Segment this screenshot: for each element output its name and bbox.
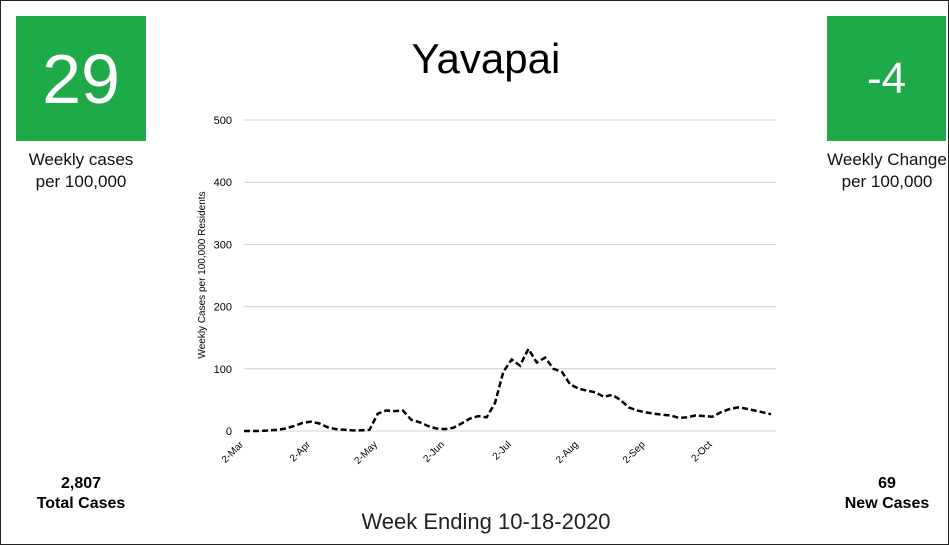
weekly-rate-caption: Weekly cases per 100,000 [28,150,134,191]
x-tick-label: 2-Sep [621,439,648,466]
x-tick-label: 2-Jul [491,439,514,462]
weekly-change: -4 [866,53,907,103]
weekly-rate: 29 [42,39,120,118]
x-tick-label: 2-Aug [554,439,581,466]
x-tick-label: 2-Apr [288,439,314,465]
y-tick-label: 300 [214,239,232,251]
x-tick-label: 2-Oct [689,439,714,464]
weekly-rate-box: 29 [16,16,146,141]
y-tick-label: 400 [214,177,232,189]
new-cases: 69 [878,475,896,492]
weekly-change-box: -4 [827,16,946,141]
x-axis-label: Week Ending 10-18-2020 [361,509,610,534]
chart-title: Yavapai [412,35,561,82]
y-tick-label: 100 [214,364,232,376]
total-cases-label: Total Cases [36,495,126,512]
new-cases-label: New Cases [844,495,930,512]
y-tick-label: 200 [214,302,232,314]
weekly-change-caption: Weekly Change per 100,000 [827,150,947,191]
x-tick-label: 2-Mar [220,439,247,466]
data-line [244,346,772,433]
y-tick-label: 0 [226,426,232,438]
y-axis-label: Weekly Cases per 100,000 Residents [197,191,208,358]
y-tick-label: 500 [214,115,232,127]
total-cases: 2,807 [60,475,102,492]
x-tick-label: 2-May [353,439,380,466]
x-tick-label: 2-Jun [421,439,446,464]
